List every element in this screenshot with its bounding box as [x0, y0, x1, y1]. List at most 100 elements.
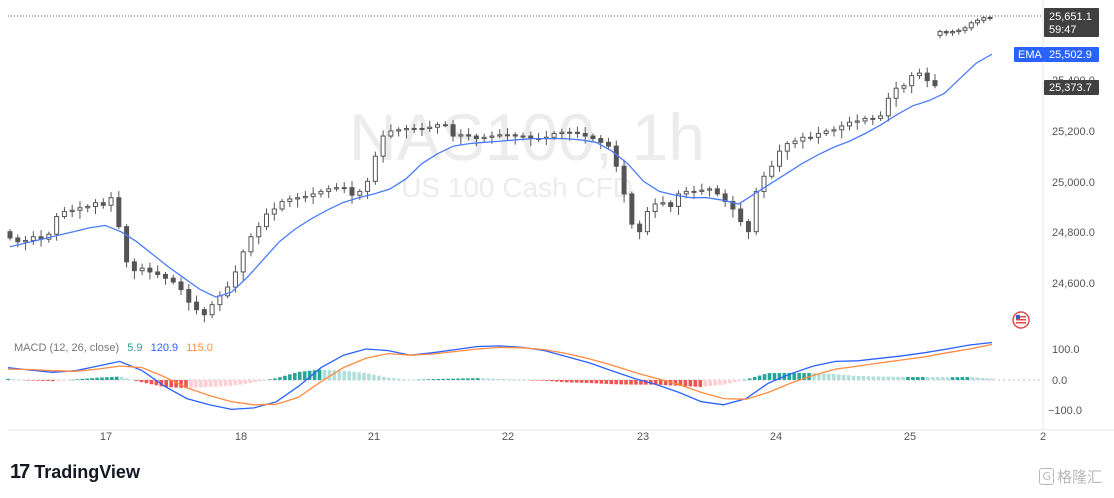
- macd-hist-bar: [530, 380, 534, 381]
- candle-body: [691, 190, 697, 193]
- candle-body: [450, 124, 456, 137]
- candle-body: [380, 135, 386, 157]
- macd-hist-bar: [574, 380, 579, 383]
- macd-tick: −100.0: [1048, 405, 1082, 417]
- macd-hist-bar: [223, 380, 228, 387]
- candle-body: [981, 17, 987, 21]
- macd-hist-bar: [332, 370, 337, 380]
- candle-body: [116, 197, 122, 228]
- macd-hist-bar: [683, 380, 688, 387]
- macd-hist-bar: [480, 378, 485, 380]
- macd-hist-bar: [426, 379, 431, 380]
- candle-body: [30, 236, 36, 241]
- macd-hist-bar: [663, 380, 668, 386]
- macd-hist-bar: [352, 371, 356, 380]
- candle-body: [100, 202, 106, 206]
- macd-value: 120.9: [151, 342, 179, 354]
- macd-hist-bar: [920, 376, 925, 380]
- candle-body: [388, 130, 394, 137]
- macd-hist-bar: [653, 380, 658, 385]
- candle-body: [870, 117, 876, 120]
- macd-hist-bar: [673, 380, 678, 386]
- candle-body: [310, 193, 316, 197]
- macd-hist-bar: [189, 380, 193, 388]
- macd-signal-line: [7, 343, 993, 406]
- candle-body: [295, 197, 301, 200]
- candle-body: [302, 195, 308, 199]
- macd-hist-bar: [713, 380, 717, 386]
- macd-hist-bar: [144, 380, 149, 384]
- macd-hist-bar: [802, 373, 806, 380]
- macd-hist-bar: [742, 379, 747, 381]
- macd-hist-bar: [787, 373, 792, 380]
- macd-hist-bar: [955, 377, 960, 380]
- macd-hist-bar: [762, 374, 767, 380]
- candle-body: [893, 87, 899, 99]
- candle-body: [823, 130, 829, 135]
- macd-hist-bar: [812, 373, 816, 380]
- candle-body: [839, 125, 845, 131]
- macd-hist-bar: [540, 380, 544, 381]
- macd-hist-bar: [228, 380, 233, 386]
- candle-body: [139, 267, 145, 272]
- candle-body: [232, 271, 238, 288]
- candle-body: [155, 271, 161, 275]
- candle-body: [85, 206, 91, 209]
- current-price-value: 25,651.1: [1049, 11, 1092, 23]
- candle-body: [950, 31, 955, 34]
- tradingview-branding[interactable]: 17 TradingView: [10, 461, 140, 484]
- candle-body: [987, 16, 993, 19]
- macd-hist-bar: [446, 378, 450, 380]
- candle-body: [178, 281, 184, 291]
- macd-hist-bar: [164, 380, 169, 388]
- ema-tag-label: EMA: [1018, 49, 1043, 61]
- candle-body: [458, 134, 464, 137]
- candle-body: [582, 133, 588, 137]
- macd-hist-bar: [475, 378, 480, 380]
- macd-hist-bar: [253, 380, 258, 383]
- macd-hist-bar: [649, 380, 653, 385]
- candle-body: [466, 134, 472, 137]
- candle-body: [225, 286, 231, 297]
- macd-hist-bar: [278, 377, 282, 380]
- macd-hist-bar: [851, 375, 856, 380]
- candle-body: [403, 127, 409, 131]
- us-flag-event-icon[interactable]: [1012, 311, 1030, 329]
- candle-body: [318, 190, 324, 195]
- macd-hist-bar: [752, 377, 757, 380]
- candle-body: [287, 198, 293, 202]
- macd-hist-bar: [772, 373, 777, 380]
- macd-hist-bar: [525, 379, 529, 381]
- macd-hist-bar: [337, 370, 342, 380]
- time-tick: 22: [502, 431, 514, 443]
- macd-hist-bar: [139, 380, 144, 383]
- candle-body: [932, 80, 938, 87]
- candle-body: [209, 304, 215, 316]
- publisher-watermark-mark: G: [1039, 468, 1054, 485]
- macd-hist-bar: [911, 376, 915, 380]
- macd-hist-bar: [381, 376, 386, 380]
- last-bar-value: 25,373.7: [1049, 82, 1092, 94]
- macd-hist-bar: [520, 379, 525, 381]
- candle-body: [349, 187, 355, 196]
- candle-body: [147, 267, 153, 273]
- macd-hist-bar: [688, 380, 693, 387]
- macd-hist-bar: [6, 378, 10, 380]
- macd-hist-bar: [302, 371, 307, 380]
- macd-hist-bar: [199, 380, 203, 388]
- macd-hist-bar: [515, 379, 520, 381]
- candle-body: [637, 223, 643, 233]
- macd-hist-bar: [658, 380, 663, 385]
- macd-hist-bar: [747, 378, 752, 380]
- macd-hist-bar: [50, 380, 55, 382]
- macd-hist-bar: [110, 376, 114, 380]
- candle-body: [520, 135, 526, 138]
- macd-hist-bar: [545, 380, 549, 381]
- candle-body: [962, 27, 968, 31]
- macd-hist-bar: [30, 380, 35, 381]
- candle-body: [683, 190, 689, 195]
- macd-hist-bar: [11, 379, 15, 380]
- candle-body: [769, 165, 775, 177]
- macd-hist-bar: [891, 376, 895, 380]
